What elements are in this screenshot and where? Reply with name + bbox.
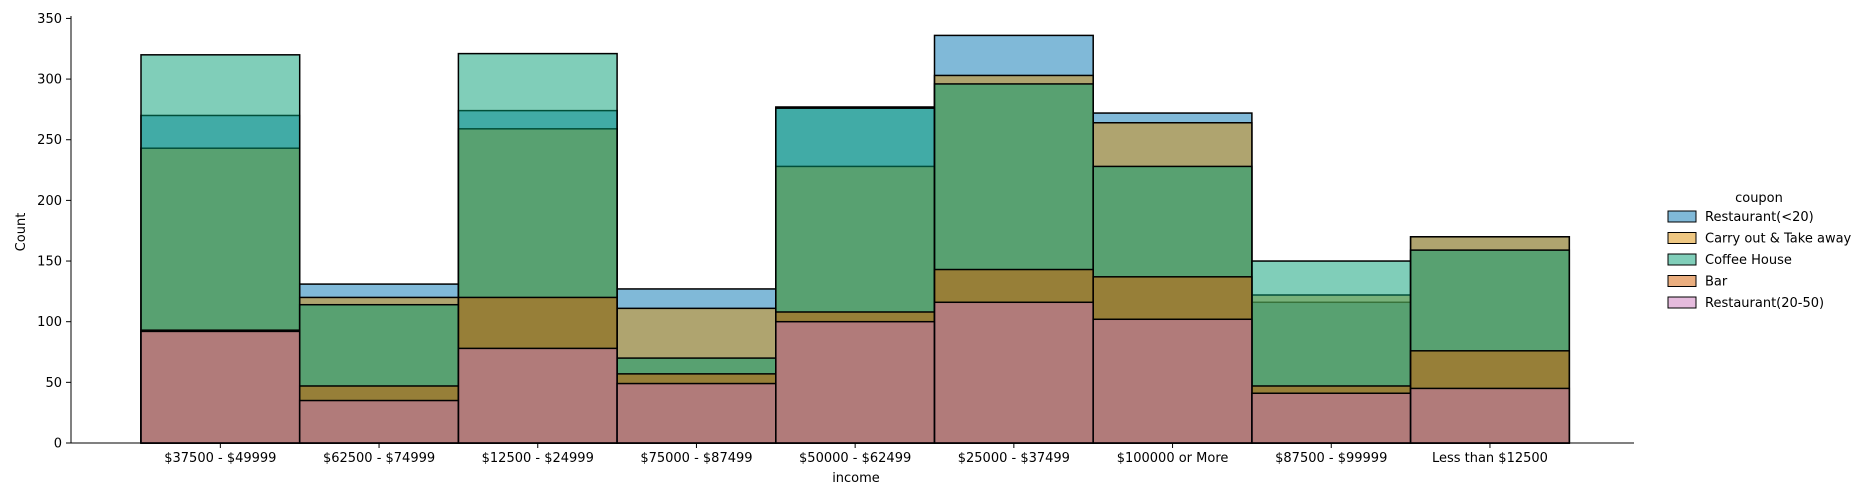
bar-restaurant-20-50-2 <box>457 347 618 444</box>
bar-restaurant-20-50-0 <box>140 330 301 444</box>
y-tick-label: 50 <box>45 376 62 391</box>
x-axis-label: income <box>832 471 880 486</box>
y-tick-label: 300 <box>37 73 62 88</box>
legend-swatch-restaurant-20-50 <box>1667 296 1697 309</box>
legend-swatch-bar <box>1667 275 1697 287</box>
legend-label-restaurant-20: Restaurant(<20) <box>1705 210 1814 225</box>
x-tick-label: $50000 - $62499 <box>799 451 911 466</box>
legend-swatch-carry-out-take-away <box>1667 232 1697 244</box>
x-tick-label: $37500 - $49999 <box>164 451 276 466</box>
x-tick-label: $62500 - $74999 <box>323 451 435 466</box>
x-tick-label: Less than $12500 <box>1432 451 1548 466</box>
legend-swatch-coffee-house <box>1667 253 1697 266</box>
bar-restaurant-20-50-7 <box>1251 392 1412 444</box>
legend-label-coffee-house: Coffee House <box>1705 253 1792 268</box>
bar-restaurant-20-50-1 <box>298 399 460 444</box>
y-tick-label: 100 <box>37 315 62 330</box>
y-tick-label: 200 <box>37 194 62 209</box>
bar-restaurant-20-50-4 <box>775 320 936 444</box>
bar-restaurant-20-50-5 <box>933 301 1094 444</box>
y-tick-label: 250 <box>37 133 62 148</box>
y-tick-label: 350 <box>37 12 62 27</box>
legend-label-restaurant-20-50: Restaurant(20-50) <box>1705 296 1824 311</box>
x-tick-label: $87500 - $99999 <box>1275 451 1387 466</box>
bar-restaurant-20-50-6 <box>1092 318 1253 444</box>
bars-group <box>140 34 1571 444</box>
y-tick-label: 0 <box>54 437 62 452</box>
legend-label-bar: Bar <box>1705 275 1728 290</box>
axes-group: 0 50 100 150 200 250 300 350 $37500 - $49999 $625… <box>37 12 1634 466</box>
bar-restaurant-20-50-8 <box>1409 387 1571 444</box>
x-tick-label: $100000 or More <box>1117 451 1229 466</box>
legend-title: coupon <box>1735 191 1783 206</box>
y-axis-label: Count <box>14 213 29 252</box>
legend-label-carry-out-take-away: Carry out & Take away <box>1705 232 1852 247</box>
y-tick-label: 150 <box>37 255 62 270</box>
legend-swatch-restaurant-20 <box>1667 210 1697 223</box>
legend: coupon Restaurant(<20) Carry out & Take a… <box>1667 191 1852 311</box>
x-tick-label: $12500 - $24999 <box>482 451 594 466</box>
bar-restaurant-20-50-3 <box>616 382 777 444</box>
x-tick-label: $75000 - $87499 <box>640 451 752 466</box>
x-tick-label: $25000 - $37499 <box>958 451 1070 466</box>
